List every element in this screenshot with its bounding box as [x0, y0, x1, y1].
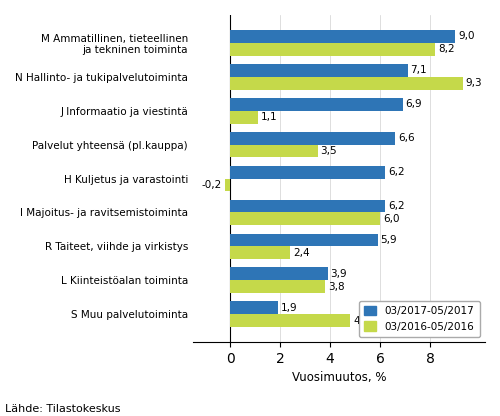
Text: 3,8: 3,8 [328, 282, 345, 292]
Text: 6,0: 6,0 [383, 214, 400, 224]
Bar [230, 267, 328, 280]
Bar [230, 314, 350, 327]
Bar [230, 302, 278, 314]
Bar [230, 132, 395, 145]
Bar [230, 145, 318, 158]
Bar [230, 111, 258, 124]
Text: Lähde: Tilastokeskus: Lähde: Tilastokeskus [5, 404, 120, 414]
Text: 5,9: 5,9 [380, 235, 397, 245]
Text: 6,2: 6,2 [388, 167, 404, 177]
Bar [230, 30, 455, 43]
Bar [230, 77, 462, 89]
Text: 2,4: 2,4 [293, 248, 310, 258]
Legend: 03/2017-05/2017, 03/2016-05/2016: 03/2017-05/2017, 03/2016-05/2016 [359, 301, 480, 337]
Text: 3,9: 3,9 [330, 269, 347, 279]
Bar [230, 64, 408, 77]
X-axis label: Vuosimuutos, %: Vuosimuutos, % [292, 371, 386, 384]
Text: 6,2: 6,2 [388, 201, 404, 211]
Bar [230, 200, 385, 213]
Text: 4,8: 4,8 [353, 316, 370, 326]
Bar [230, 166, 385, 178]
Text: 1,9: 1,9 [280, 303, 297, 313]
Text: 9,0: 9,0 [458, 31, 474, 41]
Text: -0,2: -0,2 [202, 180, 222, 190]
Text: 1,1: 1,1 [260, 112, 278, 122]
Bar [230, 246, 290, 259]
Bar [225, 178, 230, 191]
Bar [230, 233, 378, 246]
Bar [230, 213, 380, 225]
Bar [230, 43, 435, 56]
Text: 3,5: 3,5 [320, 146, 338, 156]
Text: 8,2: 8,2 [438, 44, 454, 54]
Text: 9,3: 9,3 [466, 78, 482, 88]
Bar [230, 280, 325, 293]
Bar [230, 98, 402, 111]
Text: 7,1: 7,1 [410, 65, 427, 75]
Text: 6,9: 6,9 [406, 99, 422, 109]
Text: 6,6: 6,6 [398, 133, 414, 143]
